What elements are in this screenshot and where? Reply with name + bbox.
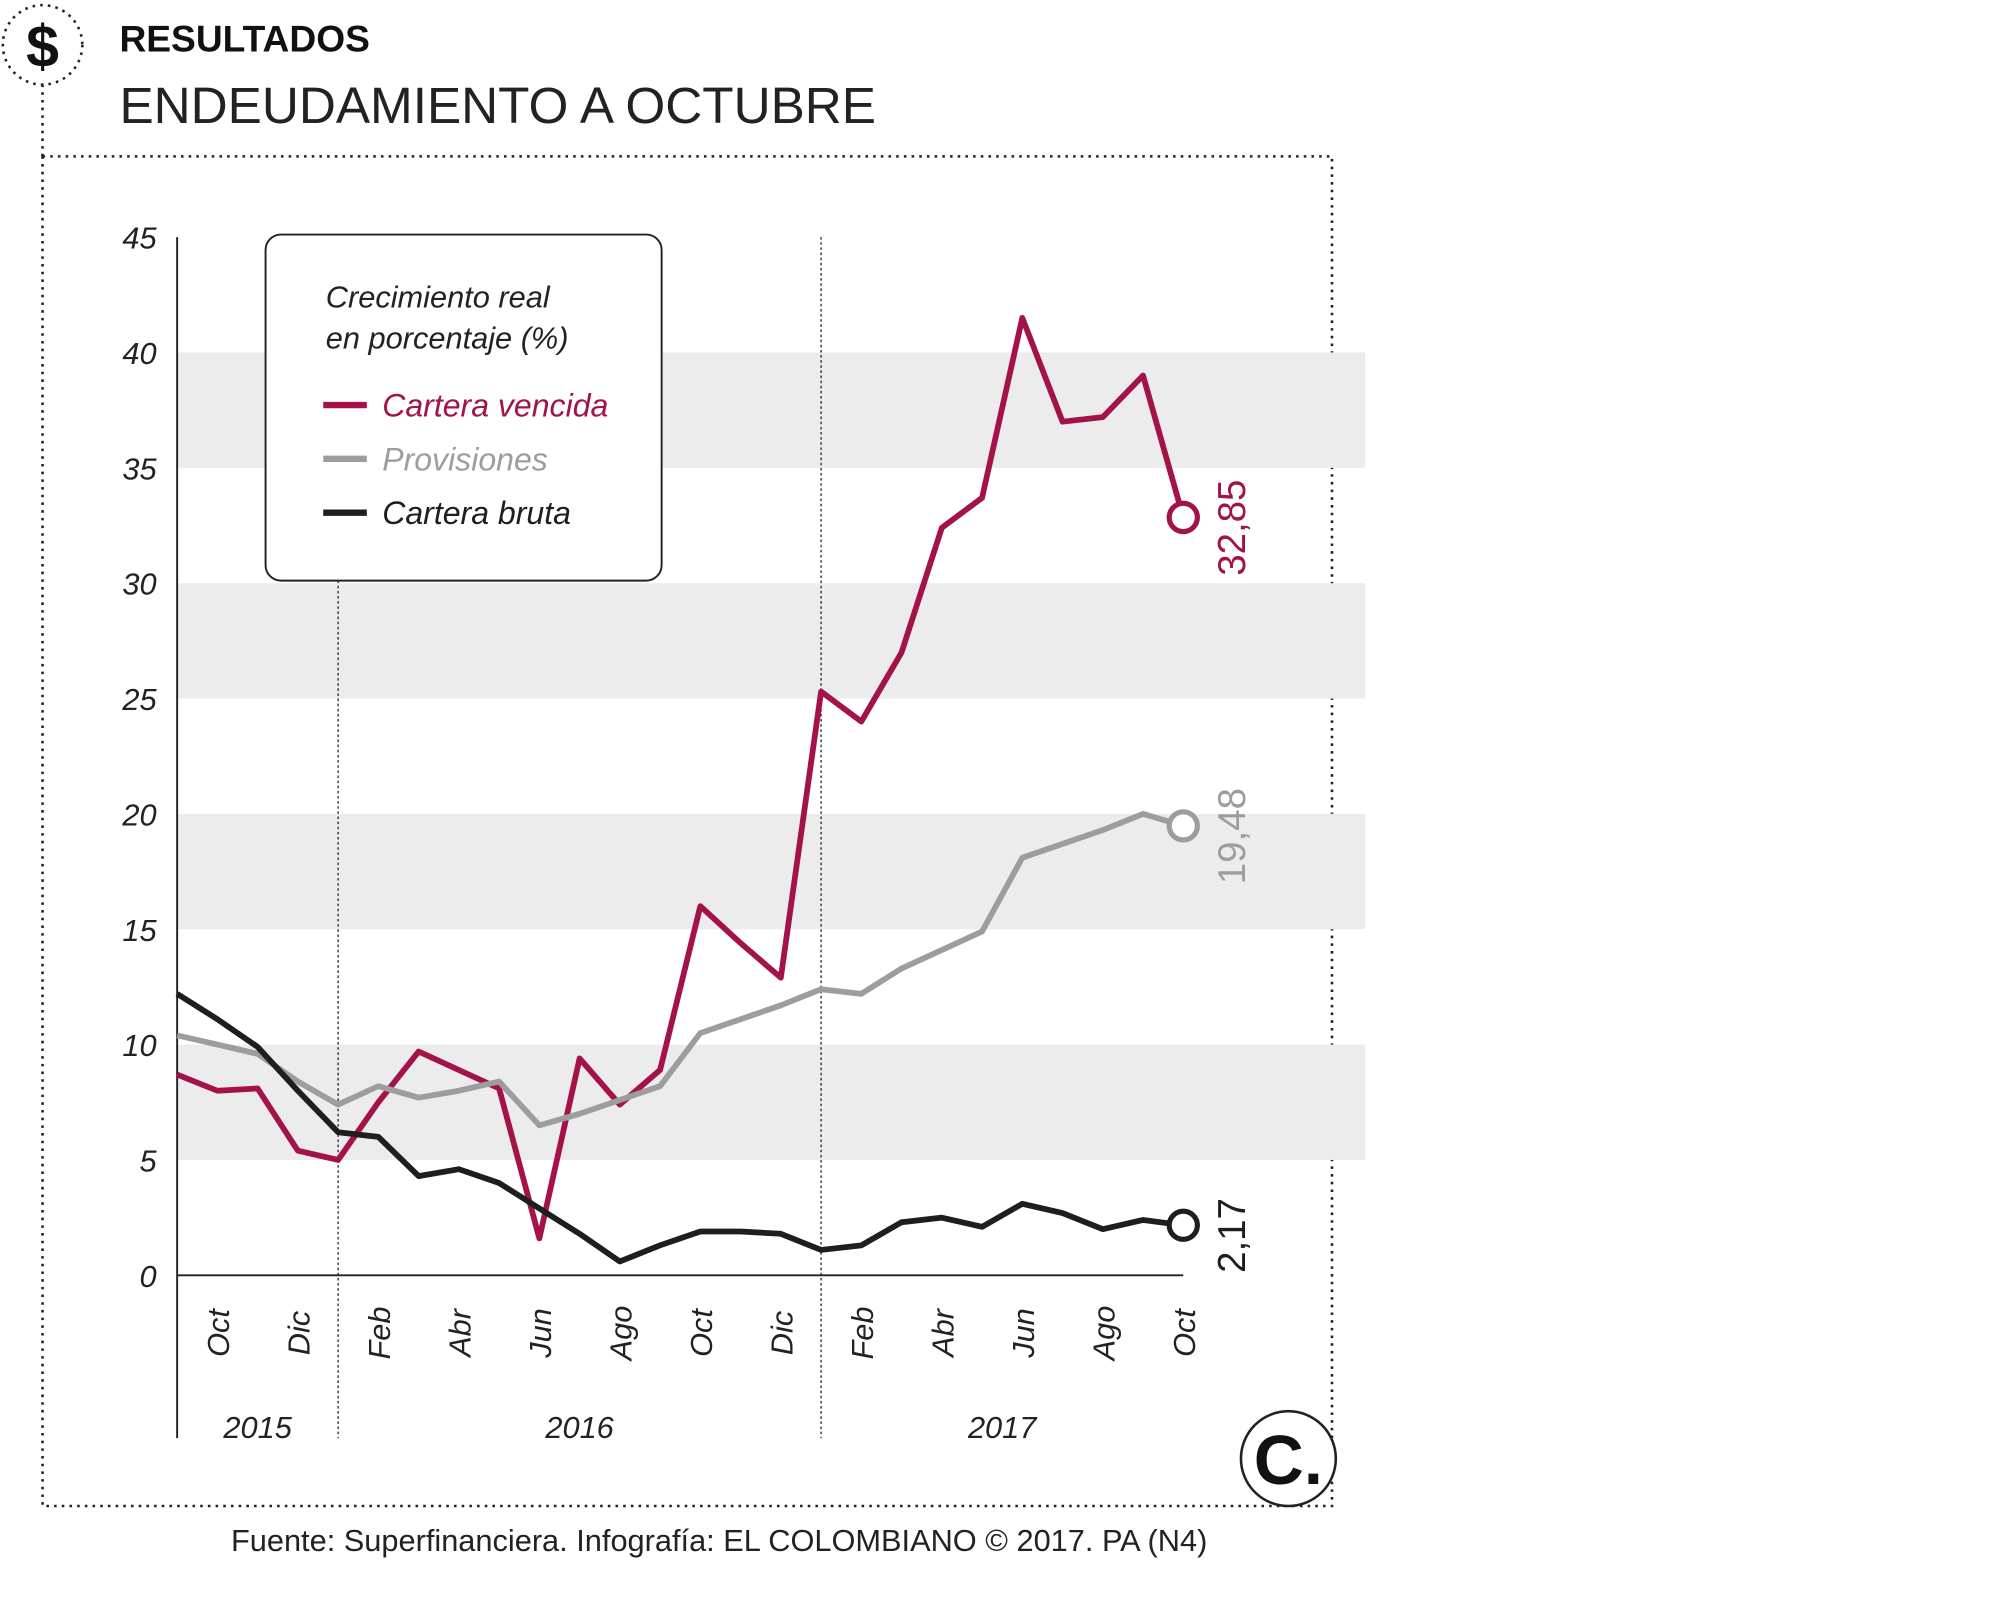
- x-tick-label: Ago: [1086, 1306, 1121, 1363]
- legend: Cartera vencida Provisiones Cartera bruta C…: [323, 280, 608, 531]
- y-tick-label: 0: [140, 1259, 157, 1294]
- x-tick-label: Abr: [442, 1307, 477, 1359]
- section-label: RESULTADOS: [119, 17, 369, 59]
- series-line: [176, 314, 1187, 1242]
- y-tick-label: 35: [122, 451, 157, 486]
- grid-band: [177, 813, 1366, 930]
- frame: [41, 155, 1334, 1508]
- legend-title: en porcentaje (%): [326, 321, 569, 356]
- y-tick-label: 10: [122, 1028, 156, 1063]
- year-label: 2016: [544, 1410, 614, 1445]
- x-tick-label: Oct: [201, 1308, 236, 1357]
- grid-band: [177, 583, 1366, 699]
- y-tick-label: 15: [122, 913, 157, 948]
- x-tick-label: Abr: [925, 1307, 960, 1359]
- x-tick-label: Oct: [684, 1308, 719, 1357]
- series-line: [175, 991, 1184, 1265]
- value-label: 32,85: [1211, 480, 1254, 576]
- x-tick-label: Jun: [523, 1308, 558, 1359]
- legend-box: [264, 233, 663, 582]
- year-label: 2017: [967, 1410, 1038, 1445]
- legend-label: Cartera bruta: [382, 495, 571, 531]
- x-tick-label: Dic: [764, 1310, 799, 1355]
- y-tick-label: 20: [121, 797, 156, 832]
- end-marker: [1166, 500, 1200, 535]
- year-label: 2015: [222, 1410, 292, 1445]
- x-tick-label: Dic: [281, 1310, 316, 1355]
- x-tick-label: Feb: [362, 1306, 397, 1359]
- y-tick-label: 45: [122, 221, 157, 256]
- x-tick-label: Feb: [845, 1306, 880, 1359]
- logo: C.: [1254, 1421, 1323, 1499]
- y-tick-label: 25: [121, 682, 157, 717]
- value-label: 2,17: [1211, 1198, 1254, 1273]
- y-tick-label: 5: [140, 1143, 158, 1178]
- legend-title: Crecimiento real: [326, 280, 551, 315]
- end-marker: [1166, 1208, 1200, 1242]
- x-tick-label: Oct: [1167, 1308, 1202, 1357]
- legend-label: Provisiones: [382, 441, 548, 477]
- legend-label: Cartera vencida: [382, 388, 608, 424]
- y-tick-label: 40: [122, 336, 156, 371]
- logo-circle: [1239, 1409, 1338, 1508]
- series-line: [176, 811, 1185, 1129]
- x-tick-label: Jun: [1006, 1308, 1041, 1359]
- chart-title: ENDEUDAMIENTO A OCTUBRE: [119, 77, 876, 134]
- value-label: 19,48: [1211, 788, 1254, 884]
- icon: $: [26, 15, 59, 80]
- end-marker: [1166, 809, 1200, 843]
- grid-band: [177, 1044, 1366, 1160]
- source: Fuente: Superfinanciera. Infografía: EL …: [231, 1523, 1207, 1558]
- y-tick-label: 30: [122, 567, 156, 602]
- x-tick-label: Ago: [603, 1306, 638, 1363]
